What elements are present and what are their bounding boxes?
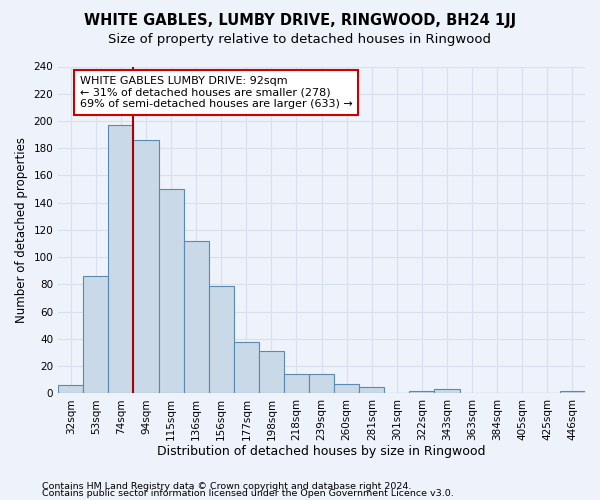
Bar xyxy=(309,374,334,394)
Bar xyxy=(359,386,385,394)
Text: Size of property relative to detached houses in Ringwood: Size of property relative to detached ho… xyxy=(109,32,491,46)
Bar xyxy=(58,385,83,394)
Bar xyxy=(434,390,460,394)
Bar xyxy=(284,374,309,394)
Bar xyxy=(409,390,434,394)
Bar xyxy=(234,342,259,394)
Bar xyxy=(133,140,158,394)
Text: Contains public sector information licensed under the Open Government Licence v3: Contains public sector information licen… xyxy=(42,489,454,498)
X-axis label: Distribution of detached houses by size in Ringwood: Distribution of detached houses by size … xyxy=(157,444,486,458)
Bar xyxy=(334,384,359,394)
Bar xyxy=(209,286,234,394)
Bar xyxy=(158,189,184,394)
Bar xyxy=(184,241,209,394)
Bar xyxy=(259,351,284,394)
Bar xyxy=(560,390,585,394)
Text: Contains HM Land Registry data © Crown copyright and database right 2024.: Contains HM Land Registry data © Crown c… xyxy=(42,482,412,491)
Bar xyxy=(83,276,109,394)
Text: WHITE GABLES LUMBY DRIVE: 92sqm
← 31% of detached houses are smaller (278)
69% o: WHITE GABLES LUMBY DRIVE: 92sqm ← 31% of… xyxy=(80,76,352,109)
Bar xyxy=(109,125,133,394)
Y-axis label: Number of detached properties: Number of detached properties xyxy=(15,137,28,323)
Text: WHITE GABLES, LUMBY DRIVE, RINGWOOD, BH24 1JJ: WHITE GABLES, LUMBY DRIVE, RINGWOOD, BH2… xyxy=(84,12,516,28)
